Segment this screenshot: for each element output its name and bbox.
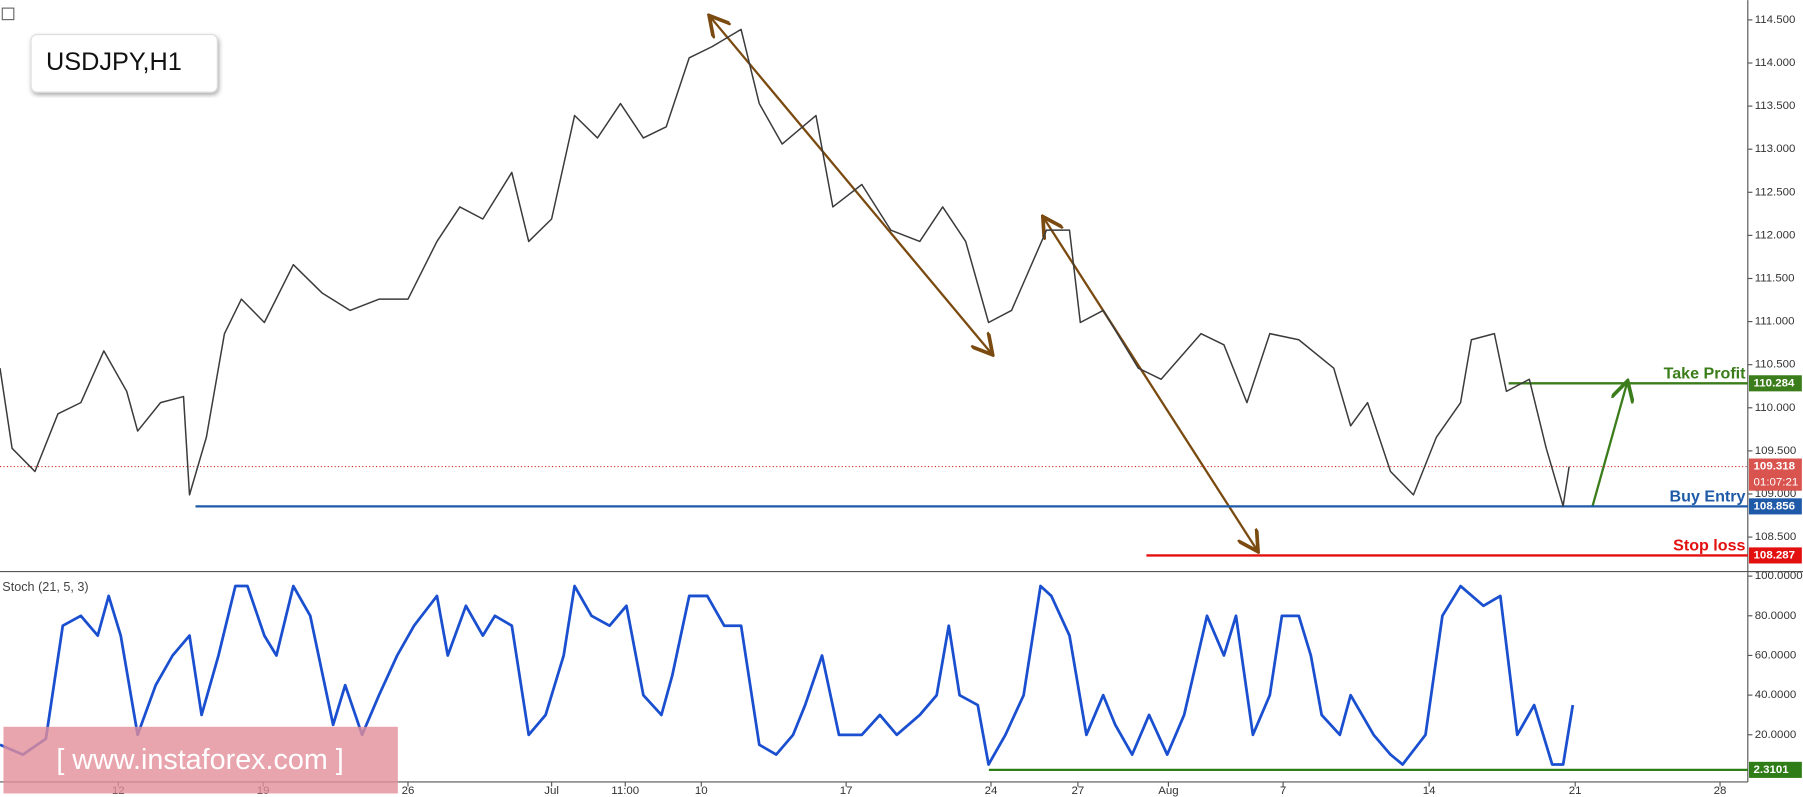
level-value-box (1748, 761, 1802, 778)
level-label: Take Profit (1664, 364, 1747, 382)
x-tick-label: 7 (1280, 785, 1286, 797)
collapse-button[interactable] (1, 7, 15, 21)
level-value: 108.856 (1754, 500, 1796, 512)
level-value-box (1748, 498, 1802, 515)
watermark: [ www.instaforex.com ] (56, 744, 343, 776)
x-tick-label: Aug (1158, 785, 1178, 797)
x-tick-label: 28 (1714, 785, 1727, 797)
y-tick-label: 108.500 (1755, 531, 1797, 543)
series-line (0, 28, 1570, 507)
series-line (0, 584, 1575, 766)
y-tick-label: 114.500 (1755, 14, 1796, 26)
last-price: 109.318 (1754, 461, 1796, 473)
x-tick-label: 14 (1423, 785, 1436, 797)
y-tick-label: 113.500 (1755, 100, 1796, 112)
y-tick-label: 60.0000 (1755, 649, 1797, 661)
y-tick-label: 112.500 (1755, 186, 1796, 198)
y-tick-label: 20.0000 (1755, 729, 1797, 741)
countdown: 01:07:21 (1754, 477, 1799, 489)
trend-arrow (711, 17, 992, 353)
trend-arrow (1044, 219, 1257, 550)
y-tick-label: 100.0000 (1755, 570, 1803, 582)
x-tick-label: 26 (402, 785, 415, 797)
level-value: 110.284 (1754, 377, 1795, 389)
y-tick-label: 40.0000 (1755, 689, 1797, 701)
y-tick-label: 112.000 (1755, 229, 1796, 241)
y-tick-label: 114.000 (1755, 57, 1796, 69)
level-value: 2.3101 (1754, 764, 1790, 776)
y-tick-label: 80.0000 (1755, 610, 1797, 622)
watermark-box (3, 726, 398, 794)
chart-title: USDJPY,H1 (46, 48, 182, 76)
level-value-box (1748, 547, 1802, 564)
level-value: 108.287 (1754, 549, 1796, 561)
x-tick-label: 27 (1072, 785, 1085, 797)
x-tick-label: 24 (985, 785, 998, 797)
y-tick-label: 109.500 (1755, 445, 1797, 457)
indicator-title: Stoch (21, 5, 3) (2, 580, 88, 594)
x-tick-label: 17 (840, 785, 853, 797)
y-tick-label: 113.000 (1755, 143, 1796, 155)
target-arrow (1591, 383, 1627, 507)
level-label: Buy Entry (1670, 487, 1746, 505)
x-tick-label: Jul (544, 785, 559, 797)
level-label: Stop loss (1673, 536, 1745, 554)
y-tick-label: 109.000 (1755, 488, 1797, 500)
x-tick-label: 11:00 (611, 785, 639, 797)
level-value-box (1748, 375, 1802, 392)
y-tick-label: 110.500 (1755, 359, 1796, 371)
y-tick-label: 111.000 (1755, 316, 1795, 328)
y-tick-label: 110.000 (1755, 402, 1796, 414)
symbol-box (30, 33, 218, 93)
x-tick-label: 21 (1569, 785, 1582, 797)
last-price-box (1748, 458, 1802, 491)
y-tick-label: 111.500 (1755, 273, 1795, 285)
x-tick-label: 10 (695, 785, 708, 797)
